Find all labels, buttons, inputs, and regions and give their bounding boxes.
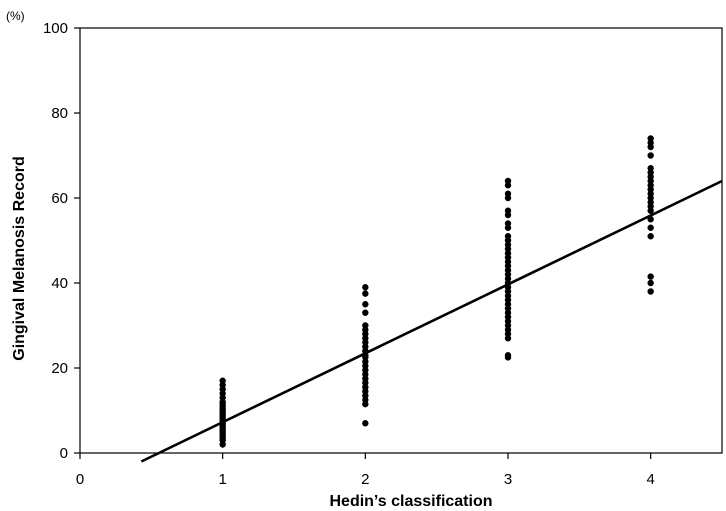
x-tick-label: 3 <box>504 471 512 488</box>
y-tick-label: 0 <box>60 445 68 462</box>
data-point <box>362 309 369 316</box>
data-point <box>647 135 654 142</box>
y-axis-unit: (%) <box>6 9 25 23</box>
y-tick-label: 80 <box>51 105 68 122</box>
data-point <box>647 152 654 159</box>
data-point <box>647 273 654 280</box>
data-point <box>647 224 654 231</box>
data-point <box>504 190 512 197</box>
x-tick-label: 0 <box>76 471 84 488</box>
x-tick-label: 1 <box>218 471 226 488</box>
data-point <box>362 301 369 308</box>
x-tick-label: 4 <box>646 471 654 488</box>
data-point <box>647 165 654 172</box>
data-point <box>647 288 654 295</box>
y-axis-title: Gingival Melanosis Record <box>11 156 28 361</box>
y-tick-label: 100 <box>43 20 68 37</box>
trendline <box>140 179 723 463</box>
x-axis-title: Hedin’s classification <box>329 493 492 510</box>
x-axis-ticks: 0 1 2 3 4 <box>76 453 655 488</box>
data-point <box>362 420 369 427</box>
y-tick-label: 20 <box>51 360 68 377</box>
data-point <box>504 233 512 240</box>
data-point <box>362 284 369 291</box>
data-point <box>647 279 654 287</box>
data-point <box>647 233 654 240</box>
data-point <box>504 207 512 214</box>
data-point <box>504 177 512 185</box>
data-point <box>219 377 226 384</box>
data-points <box>219 135 654 448</box>
data-point <box>362 290 369 297</box>
y-tick-label: 60 <box>51 190 68 207</box>
trendline-layer <box>140 179 723 463</box>
y-tick-label: 40 <box>51 275 68 292</box>
data-point <box>362 322 369 329</box>
x-tick-label: 2 <box>361 471 369 488</box>
data-point <box>504 220 512 227</box>
plot-frame <box>79 27 723 454</box>
data-point <box>504 352 512 359</box>
y-axis-ticks: 0 20 40 60 80 100 <box>43 20 80 462</box>
